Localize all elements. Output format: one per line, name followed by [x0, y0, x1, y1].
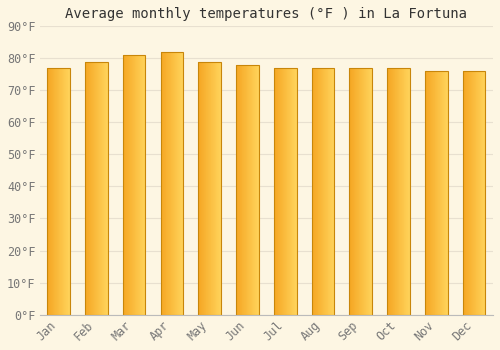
Bar — [47, 68, 70, 315]
Bar — [312, 68, 334, 315]
Bar — [274, 68, 296, 315]
Bar — [85, 62, 108, 315]
Bar — [388, 68, 410, 315]
Bar — [122, 55, 146, 315]
Bar — [236, 65, 259, 315]
Bar — [463, 71, 485, 315]
Bar — [198, 62, 221, 315]
Bar — [350, 68, 372, 315]
Bar — [425, 71, 448, 315]
Bar — [160, 52, 183, 315]
Title: Average monthly temperatures (°F ) in La Fortuna: Average monthly temperatures (°F ) in La… — [66, 7, 468, 21]
